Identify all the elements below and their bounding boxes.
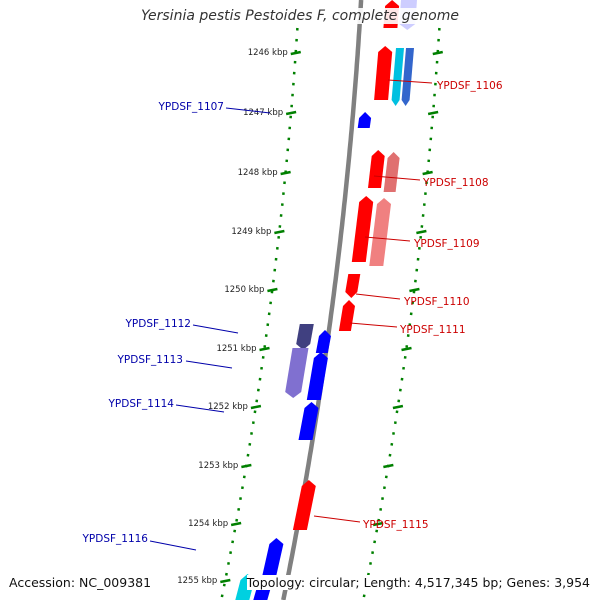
scale-tick-inner (250, 404, 262, 410)
scale-tick-inner (290, 50, 302, 56)
accession-text: Accession: NC_009381 (9, 575, 152, 590)
gene-label: YPDSF_1106 (436, 80, 503, 92)
outer-tick-track (362, 27, 441, 599)
gene-leader-line (175, 404, 225, 413)
gene-label: YPDSF_1107 (157, 101, 224, 113)
scale-label: 1248 kbp (238, 168, 278, 178)
scale-label: 1253 kbp (198, 461, 238, 471)
gene-arrow (357, 112, 372, 128)
scale-label: 1255 kbp (177, 576, 217, 586)
scale-label: 1247 kbp (243, 108, 283, 118)
scale-tick-outer (401, 346, 412, 352)
gene-leader-line (149, 540, 197, 551)
gene-label: YPDSF_1113 (116, 354, 183, 366)
scale-tick-inner (280, 170, 291, 176)
gene-label: YPDSF_1108 (422, 177, 489, 189)
genome-backbone (281, 0, 364, 600)
gene-label: YPDSF_1112 (124, 318, 191, 330)
gene-arrow (368, 150, 385, 188)
inner-tick-track (220, 27, 299, 599)
scale-tick-outer (422, 170, 433, 176)
scale-tick-inner (259, 346, 270, 352)
gene-leader-line (355, 293, 401, 300)
gene-label: YPDSF_1115 (362, 519, 429, 531)
gene-arrow (345, 274, 361, 298)
scale-tick-inner (285, 110, 297, 116)
gene-arrow (315, 330, 331, 353)
gene-arrow (285, 348, 309, 398)
scale-label: 1249 kbp (231, 227, 271, 237)
genome-summary-text: Topology: circular; Length: 4,517,345 bp… (246, 575, 590, 590)
gene-arrow (296, 324, 314, 350)
gene-leader-line (373, 175, 421, 181)
scale-tick-outer (409, 287, 420, 293)
gene-leader-line (349, 322, 398, 328)
scale-label: 1251 kbp (216, 344, 256, 354)
scale-tick-inner (220, 578, 231, 584)
gene-arrow (351, 196, 374, 262)
gene-leader-line (185, 360, 233, 369)
scale-label: 1254 kbp (188, 519, 228, 529)
gene-arrow (374, 46, 393, 100)
gene-leader-line (192, 324, 239, 334)
scale-tick-outer (383, 463, 394, 469)
gene-arrow (338, 300, 355, 331)
gene-leader-line (364, 236, 411, 242)
scale-label: 1246 kbp (248, 48, 288, 58)
gene-label: YPDSF_1116 (81, 533, 148, 545)
gene-leader-line (225, 107, 271, 114)
gene-arrow (292, 480, 316, 530)
gene-label: YPDSF_1111 (399, 324, 466, 336)
scale-label: 1252 kbp (208, 402, 248, 412)
gene-leader-line (387, 79, 433, 84)
gene-arrow (298, 402, 319, 440)
scale-tick-inner (230, 521, 242, 527)
gene-arrow (401, 48, 414, 106)
scale-tick-outer (392, 404, 404, 410)
gene-leader-line (313, 515, 361, 523)
gene-arrow (261, 538, 284, 580)
scale-tick-inner (274, 229, 285, 235)
scale-tick-outer (432, 50, 444, 56)
gene-label: YPDSF_1110 (403, 296, 470, 308)
scale-tick-inner (267, 287, 278, 293)
gene-arrow (306, 352, 328, 400)
gene-label: YPDSF_1109 (413, 238, 480, 250)
scale-label: 1250 kbp (224, 285, 264, 295)
gene-arrow (369, 198, 391, 266)
gene-arrow (391, 48, 404, 106)
map-title: Yersinia pestis Pestoides F, complete ge… (0, 8, 600, 24)
scale-tick-inner (241, 463, 252, 469)
scale-tick-outer (416, 229, 427, 235)
gene-label: YPDSF_1114 (107, 398, 174, 410)
gene-arrow (383, 152, 400, 192)
scale-tick-outer (372, 521, 384, 527)
scale-tick-outer (427, 110, 439, 116)
